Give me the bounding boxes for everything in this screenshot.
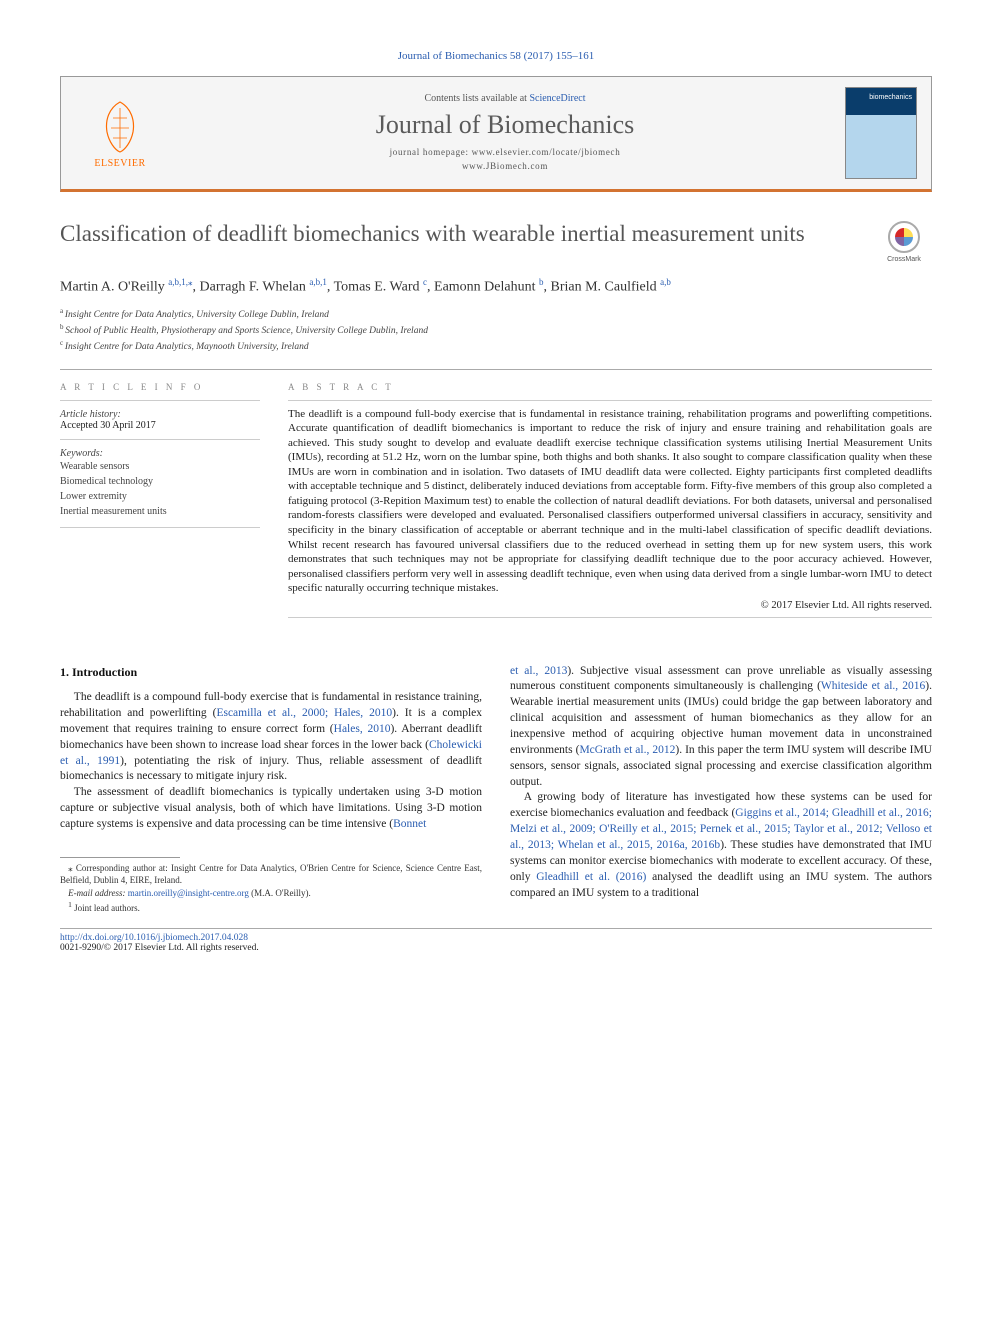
keyword: Wearable sensors <box>60 459 260 474</box>
homepage-label: journal homepage: <box>390 147 472 157</box>
page-footer: http://dx.doi.org/10.1016/j.jbiomech.201… <box>60 928 932 953</box>
article-info-heading: A R T I C L E I N F O <box>60 382 260 392</box>
author-affil-marker: a,b,1 <box>309 277 327 287</box>
journal-homepages: journal homepage: www.elsevier.com/locat… <box>165 146 845 173</box>
citation-link[interactable]: et al., 2013 <box>510 665 567 677</box>
issn-copyright: 0021-9290/© 2017 Elsevier Ltd. All right… <box>60 943 932 953</box>
affiliation: a Insight Centre for Data Analytics, Uni… <box>60 306 932 322</box>
body-column-right: et al., 2013). Subjective visual assessm… <box>510 664 932 915</box>
author-name: Darragh F. Whelan <box>200 280 310 295</box>
body-paragraph: The deadlift is a compound full-body exe… <box>60 690 482 785</box>
keywords-label: Keywords: <box>60 448 260 459</box>
author-affil-marker: b <box>539 277 544 287</box>
homepage-2[interactable]: www.JBiomech.com <box>462 161 548 171</box>
article-title: Classification of deadlift biomechanics … <box>60 220 876 249</box>
publisher-logo: ELSEVIER <box>75 98 165 169</box>
contents-prefix: Contents lists available at <box>424 93 529 104</box>
cover-label: biomechanics <box>869 94 912 101</box>
joint-text: Joint lead authors. <box>74 903 140 913</box>
sciencedirect-link[interactable]: ScienceDirect <box>529 93 585 104</box>
email-label: E-mail address: <box>68 888 125 898</box>
body-column-left: 1. Introduction The deadlift is a compou… <box>60 664 482 915</box>
email-attribution: (M.A. O'Reilly). <box>251 888 311 898</box>
journal-name: Journal of Biomechanics <box>165 110 845 140</box>
keyword: Lower extremity <box>60 489 260 504</box>
author-name: Eamonn Delahunt <box>434 280 539 295</box>
corresponding-marker: ⁎ <box>68 863 76 873</box>
citation-link[interactable]: Bonnet <box>393 818 426 830</box>
citation-link[interactable]: Escamilla et al., 2000; Hales, 2010 <box>216 707 392 719</box>
body-paragraph: The assessment of deadlift biomechanics … <box>60 785 482 833</box>
author-affil-marker: c <box>423 277 427 287</box>
history-label: Article history: <box>60 409 260 420</box>
crossmark-label: CrossMark <box>887 256 921 263</box>
corresponding-text: Corresponding author at: Insight Centre … <box>60 863 482 886</box>
citation-link[interactable]: Hales, 2010 <box>334 723 391 735</box>
journal-cover-thumb: biomechanics <box>845 87 917 179</box>
copyright-line: © 2017 Elsevier Ltd. All rights reserved… <box>288 600 932 611</box>
author-name: Brian M. Caulfield <box>551 280 661 295</box>
keyword: Inertial measurement units <box>60 504 260 519</box>
abstract-heading: A B S T R A C T <box>288 382 932 392</box>
crossmark-badge[interactable]: CrossMark <box>876 220 932 263</box>
affiliation: b School of Public Health, Physiotherapy… <box>60 322 932 338</box>
affiliation-list: a Insight Centre for Data Analytics, Uni… <box>60 306 932 355</box>
abstract-text: The deadlift is a compound full-body exe… <box>288 407 932 596</box>
keywords-list: Wearable sensorsBiomedical technologyLow… <box>60 459 260 519</box>
citation-link[interactable]: Whiteside et al., 2016 <box>821 680 925 692</box>
author-name: Martin A. O'Reilly <box>60 280 168 295</box>
body-paragraph: A growing body of literature has investi… <box>510 790 932 901</box>
journal-header: ELSEVIER Contents lists available at Sci… <box>60 76 932 192</box>
author-affil-marker: a,b <box>660 277 671 287</box>
footnotes: ⁎ Corresponding author at: Insight Centr… <box>60 857 482 914</box>
email-link[interactable]: martin.oreilly@insight-centre.org <box>128 888 249 898</box>
doi-link[interactable]: http://dx.doi.org/10.1016/j.jbiomech.201… <box>60 933 248 943</box>
affiliation: c Insight Centre for Data Analytics, May… <box>60 338 932 354</box>
article-info-column: A R T I C L E I N F O Article history: A… <box>60 382 260 624</box>
corresponding-star: ⁎ <box>188 277 193 287</box>
body-paragraph: et al., 2013). Subjective visual assessm… <box>510 664 932 791</box>
abstract-column: A B S T R A C T The deadlift is a compou… <box>288 382 932 624</box>
publisher-name: ELSEVIER <box>94 158 145 169</box>
author-list: Martin A. O'Reilly a,b,1,⁎, Darragh F. W… <box>60 277 932 296</box>
citation-link[interactable]: McGrath et al., 2012 <box>579 744 675 756</box>
keyword: Biomedical technology <box>60 474 260 489</box>
running-header: Journal of Biomechanics 58 (2017) 155–16… <box>60 50 932 62</box>
author-affil-marker: a,b,1, <box>168 277 188 287</box>
author-name: Tomas E. Ward <box>334 280 423 295</box>
citation-link[interactable]: Gleadhill et al. (2016) <box>536 871 646 883</box>
section-heading-intro: 1. Introduction <box>60 664 482 681</box>
accepted-date: Accepted 30 April 2017 <box>60 420 260 431</box>
divider <box>60 369 932 370</box>
homepage-1[interactable]: www.elsevier.com/locate/jbiomech <box>472 147 621 157</box>
contents-list-line: Contents lists available at ScienceDirec… <box>165 93 845 104</box>
